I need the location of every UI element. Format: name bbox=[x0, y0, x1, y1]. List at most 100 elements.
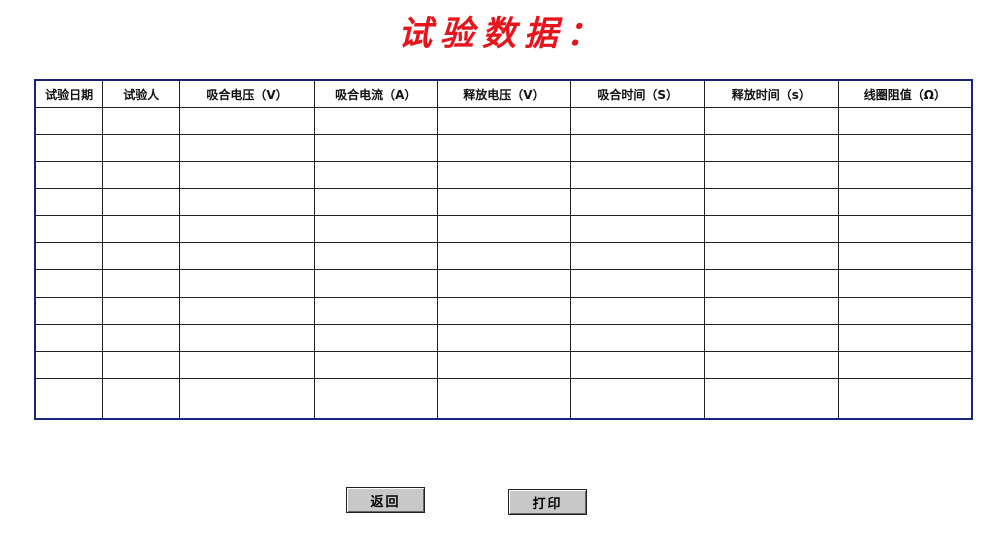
table-cell[interactable] bbox=[837, 350, 973, 379]
table-cell[interactable] bbox=[102, 106, 181, 136]
table-cell[interactable] bbox=[436, 323, 572, 352]
table-cell[interactable] bbox=[34, 215, 104, 244]
table-cell[interactable] bbox=[102, 215, 181, 244]
table-cell[interactable] bbox=[102, 188, 181, 217]
table-cell[interactable] bbox=[34, 269, 104, 298]
table-cell[interactable] bbox=[179, 296, 315, 325]
table-cell[interactable] bbox=[34, 188, 104, 217]
table-cell[interactable] bbox=[837, 106, 973, 136]
table-cell[interactable] bbox=[436, 242, 572, 271]
table-cell[interactable] bbox=[313, 188, 438, 217]
table-cell[interactable] bbox=[313, 296, 438, 325]
table-row bbox=[34, 377, 973, 420]
table-cell[interactable] bbox=[179, 134, 315, 163]
table-cell[interactable] bbox=[704, 377, 839, 420]
table-cell[interactable] bbox=[102, 242, 181, 271]
table-cell[interactable] bbox=[570, 161, 705, 190]
column-header: 吸合电流（A） bbox=[313, 79, 438, 108]
table-cell[interactable] bbox=[570, 215, 705, 244]
table-cell[interactable] bbox=[179, 188, 315, 217]
table-row bbox=[34, 106, 973, 136]
table-cell[interactable] bbox=[34, 242, 104, 271]
table-cell[interactable] bbox=[102, 350, 181, 379]
table-cell[interactable] bbox=[34, 106, 104, 136]
table-cell[interactable] bbox=[102, 377, 181, 420]
table-cell[interactable] bbox=[704, 269, 839, 298]
table-cell[interactable] bbox=[102, 161, 181, 190]
table-cell[interactable] bbox=[179, 350, 315, 379]
table-row bbox=[34, 134, 973, 163]
table-cell[interactable] bbox=[704, 215, 839, 244]
table-cell[interactable] bbox=[570, 323, 705, 352]
table-cell[interactable] bbox=[34, 161, 104, 190]
table-cell[interactable] bbox=[704, 106, 839, 136]
table-cell[interactable] bbox=[102, 296, 181, 325]
table-cell[interactable] bbox=[436, 269, 572, 298]
table-cell[interactable] bbox=[837, 161, 973, 190]
table-cell[interactable] bbox=[837, 269, 973, 298]
column-header: 吸合电压（V） bbox=[179, 79, 315, 108]
table-cell[interactable] bbox=[179, 242, 315, 271]
table-cell[interactable] bbox=[179, 323, 315, 352]
table-cell[interactable] bbox=[570, 269, 705, 298]
table-cell[interactable] bbox=[313, 161, 438, 190]
back-button[interactable]: 返回 bbox=[346, 487, 425, 513]
table-cell[interactable] bbox=[436, 161, 572, 190]
table-cell[interactable] bbox=[570, 350, 705, 379]
table-cell[interactable] bbox=[704, 134, 839, 163]
table-cell[interactable] bbox=[436, 377, 572, 420]
table-row bbox=[34, 296, 973, 325]
table-cell[interactable] bbox=[34, 296, 104, 325]
table-cell[interactable] bbox=[436, 215, 572, 244]
print-button[interactable]: 打印 bbox=[508, 489, 587, 515]
table-cell[interactable] bbox=[34, 377, 104, 420]
table-cell[interactable] bbox=[570, 188, 705, 217]
table-cell[interactable] bbox=[436, 350, 572, 379]
column-header: 线圈阻值（Ω） bbox=[837, 79, 973, 108]
table-cell[interactable] bbox=[436, 106, 572, 136]
table-cell[interactable] bbox=[313, 323, 438, 352]
table-cell[interactable] bbox=[570, 242, 705, 271]
table-cell[interactable] bbox=[704, 161, 839, 190]
table-cell[interactable] bbox=[313, 134, 438, 163]
table-cell[interactable] bbox=[313, 215, 438, 244]
table-cell[interactable] bbox=[34, 350, 104, 379]
table-cell[interactable] bbox=[837, 242, 973, 271]
table-cell[interactable] bbox=[313, 350, 438, 379]
table-cell[interactable] bbox=[570, 377, 705, 420]
table-row bbox=[34, 269, 973, 298]
table-cell[interactable] bbox=[313, 269, 438, 298]
table-cell[interactable] bbox=[704, 242, 839, 271]
table-cell[interactable] bbox=[837, 377, 973, 420]
table-cell[interactable] bbox=[102, 323, 181, 352]
table-cell[interactable] bbox=[837, 134, 973, 163]
table-cell[interactable] bbox=[837, 323, 973, 352]
table-cell[interactable] bbox=[179, 215, 315, 244]
table-cell[interactable] bbox=[313, 242, 438, 271]
table-cell[interactable] bbox=[436, 188, 572, 217]
page-title: 试验数据： bbox=[398, 14, 608, 54]
table-cell[interactable] bbox=[179, 106, 315, 136]
table-cell[interactable] bbox=[704, 296, 839, 325]
table-cell[interactable] bbox=[179, 269, 315, 298]
table-cell[interactable] bbox=[837, 296, 973, 325]
table-cell[interactable] bbox=[704, 350, 839, 379]
table-cell[interactable] bbox=[436, 134, 572, 163]
table-cell[interactable] bbox=[313, 106, 438, 136]
table-cell[interactable] bbox=[837, 188, 973, 217]
table-cell[interactable] bbox=[34, 134, 104, 163]
table-cell[interactable] bbox=[179, 377, 315, 420]
table-cell[interactable] bbox=[570, 106, 705, 136]
table-cell[interactable] bbox=[570, 296, 705, 325]
table-cell[interactable] bbox=[704, 323, 839, 352]
table-cell[interactable] bbox=[436, 296, 572, 325]
table-cell[interactable] bbox=[102, 269, 181, 298]
table-cell[interactable] bbox=[837, 215, 973, 244]
table-row bbox=[34, 215, 973, 244]
table-cell[interactable] bbox=[102, 134, 181, 163]
table-cell[interactable] bbox=[570, 134, 705, 163]
table-cell[interactable] bbox=[34, 323, 104, 352]
table-cell[interactable] bbox=[179, 161, 315, 190]
table-cell[interactable] bbox=[704, 188, 839, 217]
table-cell[interactable] bbox=[313, 377, 438, 420]
